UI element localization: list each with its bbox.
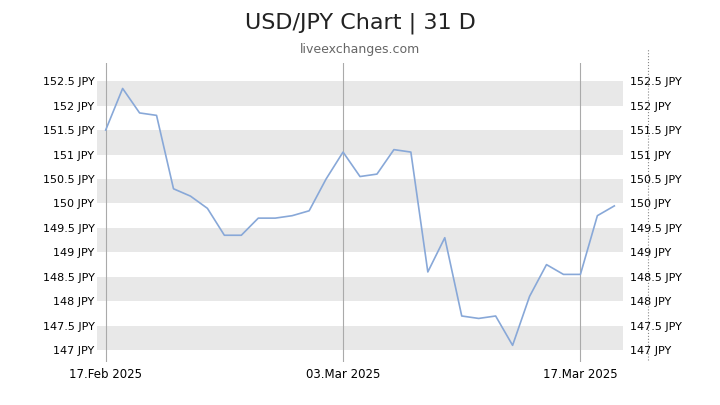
Bar — [97, 277, 623, 301]
Bar — [97, 179, 623, 203]
Text: USD/JPY Chart | 31 D: USD/JPY Chart | 31 D — [245, 12, 475, 34]
Bar — [97, 203, 623, 228]
Bar — [97, 252, 623, 277]
Bar — [97, 130, 623, 155]
Bar — [97, 81, 623, 106]
Bar — [97, 106, 623, 130]
Text: liveexchanges.com: liveexchanges.com — [300, 43, 420, 55]
Bar — [97, 155, 623, 179]
Bar — [97, 326, 623, 350]
Bar — [97, 228, 623, 252]
Bar — [97, 301, 623, 326]
